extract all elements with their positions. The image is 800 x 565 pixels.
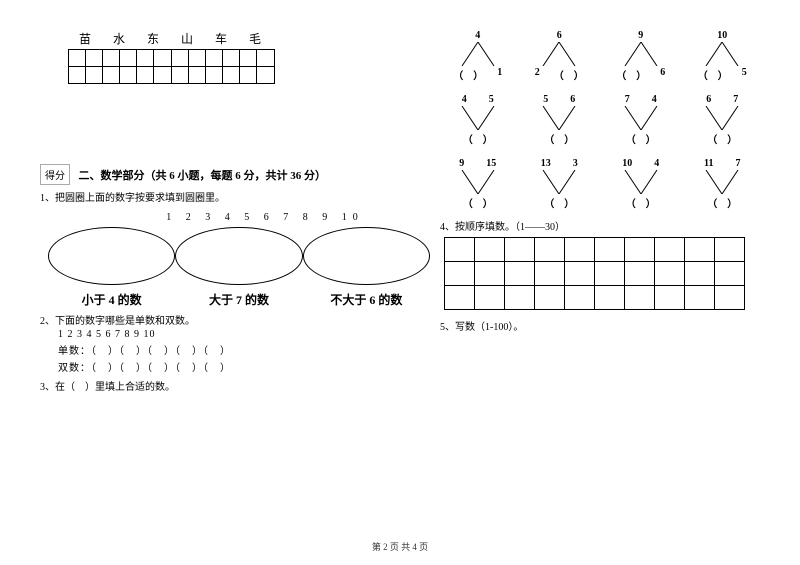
decomp-item: 915 （ ） [440,158,516,210]
merge-down-icon [539,106,579,130]
char-cell: 车 [204,30,238,47]
char-cell: 水 [102,30,136,47]
blank-table [444,237,745,310]
question-5: 5、写数（1-100）。 [440,318,760,333]
decomp-item: 4 （ ）1 [440,30,516,82]
decomp-item: 117 （ ） [685,158,761,210]
left-column: 苗 水 东 山 车 毛 得分 二、数学部分（共 6 小题，每题 6 分，共计 3… [40,30,430,393]
number-sequence: 1 2 3 4 5 6 7 8 9 10 [100,212,430,223]
ellipse [48,227,175,285]
section-title: 二、数学部分（共 6 小题，每题 6 分，共计 36 分） [79,170,327,182]
score-box: 得分 [40,164,70,185]
split-down-icon [621,42,661,66]
decomp-item: 9 （ ）6 [603,30,679,82]
decomp-item: 56 （ ） [522,94,598,146]
q2-sequence: 1 2 3 4 5 6 7 8 9 10 [58,329,430,340]
page-footer: 第 2 页 共 4 页 [0,540,800,553]
merge-down-icon [702,106,742,130]
char-cell: 毛 [238,30,272,47]
writing-grid [68,49,430,84]
ellipse-labels: 小于 4 的数 大于 7 的数 不大于 6 的数 [48,291,430,308]
question-1: 1、把圆圈上面的数字按要求填到圆圈里。 [40,189,430,204]
merge-down-icon [621,106,661,130]
character-header-row: 苗 水 东 山 车 毛 [68,30,430,47]
char-cell: 山 [170,30,204,47]
question-3: 3、在（ ）里填上合适的数。 [40,378,430,393]
ellipse-label: 大于 7 的数 [175,291,302,308]
q2-even: 双数：（ ）（ ）（ ）（ ）（ ） [58,359,430,374]
merge-down-icon [458,170,498,194]
decomp-item: 6 2（ ） [522,30,598,82]
merge-down-icon [621,170,661,194]
char-cell: 东 [136,30,170,47]
decomp-item: 67 （ ） [685,94,761,146]
merge-down-icon [458,106,498,130]
question-4: 4、按顺序填数。（1——30） [440,218,760,233]
split-down-icon [539,42,579,66]
ellipse [175,227,302,285]
ellipse-label: 不大于 6 的数 [303,291,430,308]
question-2: 2、下面的数字哪些是单数和双数。 [40,312,430,327]
ellipse [303,227,430,285]
decomp-item: 10 （ ）5 [685,30,761,82]
decomp-item: 133 （ ） [522,158,598,210]
decomp-item: 74 （ ） [603,94,679,146]
char-cell: 苗 [68,30,102,47]
merge-down-icon [702,170,742,194]
decomp-item: 104 （ ） [603,158,679,210]
ellipse-label: 小于 4 的数 [48,291,175,308]
q2-odd: 单数：（ ）（ ）（ ）（ ）（ ） [58,342,430,357]
right-column: 4 （ ）1 6 2（ ） 9 （ ）6 10 （ ）5 45 （ ） 56 [440,30,760,333]
split-down-icon [702,42,742,66]
decomposition-grid: 4 （ ）1 6 2（ ） 9 （ ）6 10 （ ）5 45 （ ） 56 [440,30,760,210]
merge-down-icon [539,170,579,194]
decomp-item: 45 （ ） [440,94,516,146]
ellipse-row [48,227,430,285]
split-down-icon [458,42,498,66]
